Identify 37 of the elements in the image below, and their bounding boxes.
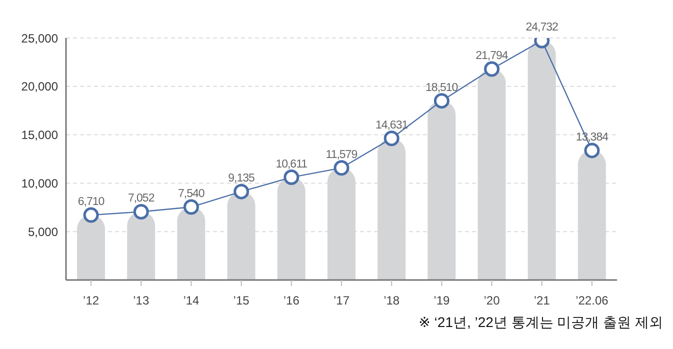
data-label: 6,710: [78, 196, 104, 208]
data-label: 7,540: [178, 188, 204, 200]
x-tick-label: ’12: [83, 294, 100, 308]
point: [434, 93, 450, 109]
data-label: 21,794: [476, 50, 509, 62]
data-label: 18,510: [426, 82, 458, 94]
data-label: 24,732: [526, 22, 558, 34]
data-label: 14,631: [375, 119, 408, 132]
x-tick-label: ’16: [283, 294, 300, 308]
data-label: 11,579: [326, 148, 358, 161]
x-tick-label: ’21: [534, 294, 550, 308]
y-tick-label: 5,000: [28, 224, 58, 239]
y-tick-label: 10,000: [21, 176, 58, 190]
y-tick-label: 15,000: [21, 128, 58, 142]
point: [384, 130, 400, 146]
x-tick-label: ’20: [484, 294, 500, 308]
point: [284, 170, 300, 186]
x-tick-label: ’18: [384, 294, 400, 308]
text: ※ ‘21년, ’22년 통계는 미공개 출원 제외: [418, 314, 664, 332]
point: [183, 199, 199, 215]
x-tick-label: ’19: [434, 294, 450, 308]
data-label: 9,135: [228, 172, 255, 185]
point: [234, 184, 250, 200]
point: [83, 207, 99, 223]
x-tick-label: ’22.06: [576, 294, 609, 308]
y-tick-label: 20,000: [21, 80, 58, 94]
x-tick-label: ’13: [133, 294, 150, 308]
x-tick-label: ’17: [333, 294, 350, 308]
point: [484, 61, 500, 77]
point: [584, 142, 600, 158]
x-tick-label: ’14: [183, 294, 200, 308]
point: [133, 204, 149, 220]
data-label: 10,611: [276, 158, 308, 170]
y-tick-label: 25,000: [21, 31, 58, 46]
point: [334, 160, 350, 176]
x-tick-label: ’15: [233, 294, 250, 308]
data-label: 7,052: [128, 192, 154, 205]
